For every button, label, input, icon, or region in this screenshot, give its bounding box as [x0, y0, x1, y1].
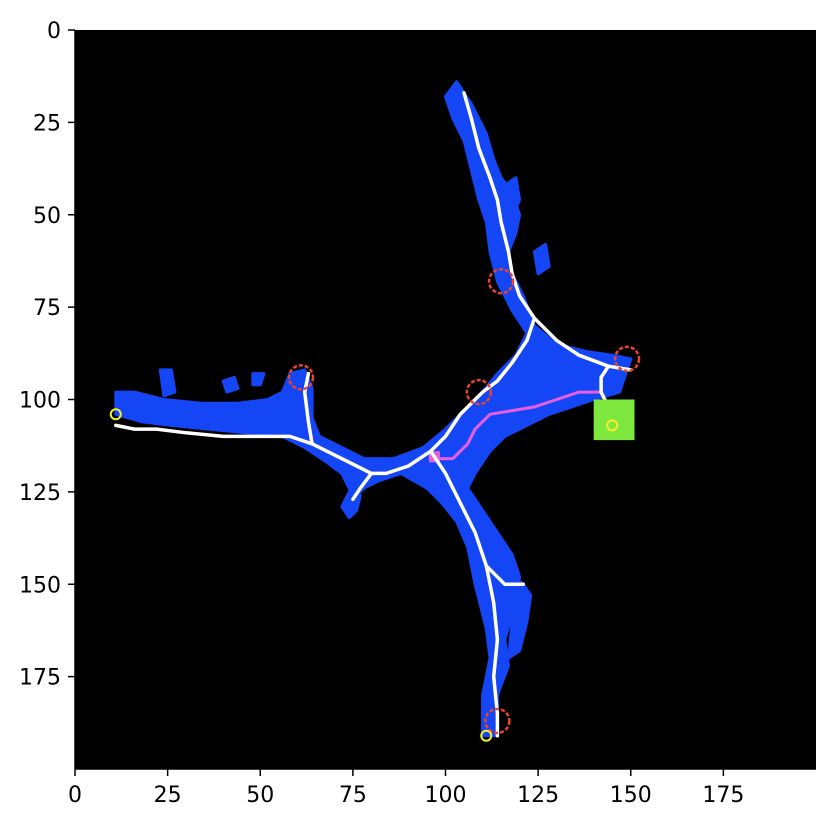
- endpoint-marker-1: [465, 378, 493, 406]
- x-tick-label-25: 25: [154, 783, 182, 808]
- skeleton-branch-4: [351, 471, 374, 502]
- skeleton-layer: [114, 91, 633, 738]
- mask-region-3: [507, 575, 533, 660]
- x-tick-label-125: 125: [517, 783, 559, 808]
- axis-spines: [74, 30, 816, 770]
- y-tick-label-125: 125: [19, 481, 61, 506]
- x-tick-label-0: 0: [68, 783, 82, 808]
- skeleton-branch-6: [484, 564, 526, 587]
- x-tick-label-150: 150: [610, 783, 652, 808]
- skeleton-branch-5: [428, 449, 500, 738]
- endpoint-marker-4: [484, 707, 511, 735]
- x-tick-label-75: 75: [339, 783, 367, 808]
- y-tick-label-25: 25: [33, 111, 61, 136]
- endpoint-tip-1: [606, 419, 619, 432]
- y-tick-label-50: 50: [33, 204, 61, 229]
- endpoint-marker-2: [287, 364, 315, 391]
- endpoint-tip-0: [109, 408, 122, 421]
- mask-region-2: [532, 242, 551, 276]
- skeleton-branch-3: [302, 371, 314, 446]
- overlay-layer: [109, 268, 641, 742]
- y-axis: 0 25 50 75 100 125 150 175: [19, 19, 75, 691]
- image-background: [75, 30, 816, 769]
- y-tick-label-175: 175: [19, 666, 61, 691]
- mask-region-5: [158, 368, 177, 398]
- endpoint-marker-3: [613, 345, 641, 373]
- shortest-path-line-0: [434, 390, 614, 461]
- y-tick-label-75: 75: [33, 296, 61, 321]
- x-axis: 0 25 50 75 100 125 150 175: [68, 769, 744, 808]
- y-tick-label-100: 100: [19, 389, 61, 414]
- endpoint-marker-0: [487, 268, 515, 295]
- skeleton-branch-0: [462, 91, 633, 372]
- y-tick-label-0: 0: [47, 19, 61, 44]
- x-tick-label-100: 100: [425, 783, 467, 808]
- mask-region-6: [221, 375, 240, 394]
- y-tick-label-150: 150: [19, 573, 61, 598]
- endpoint-tip-2: [480, 729, 493, 742]
- plot-area: [75, 30, 816, 769]
- mask-region-1: [503, 176, 522, 217]
- x-tick-label-50: 50: [246, 783, 274, 808]
- mask-region-4: [340, 490, 362, 520]
- mask-region-7: [251, 372, 266, 387]
- x-tick-label-175: 175: [702, 783, 744, 808]
